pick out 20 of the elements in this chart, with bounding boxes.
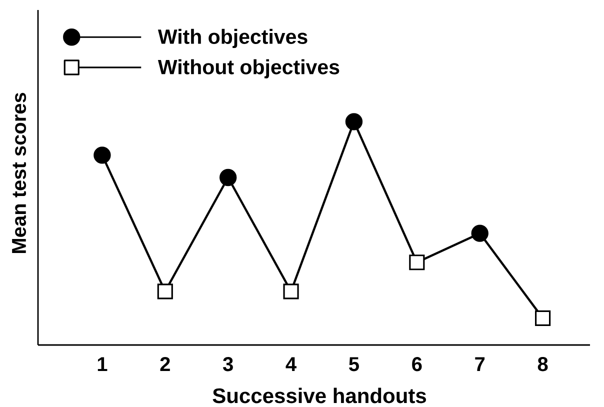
legend-label: With objectives [158, 28, 308, 48]
x-tick-label: 6 [412, 357, 422, 372]
point [409, 254, 425, 270]
point [345, 113, 363, 130]
x-tick-label: 1 [98, 357, 108, 371]
point [219, 168, 237, 186]
x-tick-label: 2 [160, 357, 170, 371]
point [471, 224, 488, 242]
x-tick-label: 5 [349, 357, 359, 372]
x-tick-label: 7 [475, 357, 485, 371]
point [283, 284, 299, 300]
y-axis-title: Mean test scores [12, 92, 26, 253]
point [94, 146, 111, 164]
point [534, 310, 551, 326]
legend-label: Without objectives [158, 59, 340, 78]
point [157, 284, 173, 300]
x-axis-title: Successive handouts [212, 388, 426, 404]
x-tick-label: 3 [222, 357, 233, 372]
x-tick-label: 8 [538, 357, 548, 372]
x-tick-label: 4 [286, 357, 296, 371]
